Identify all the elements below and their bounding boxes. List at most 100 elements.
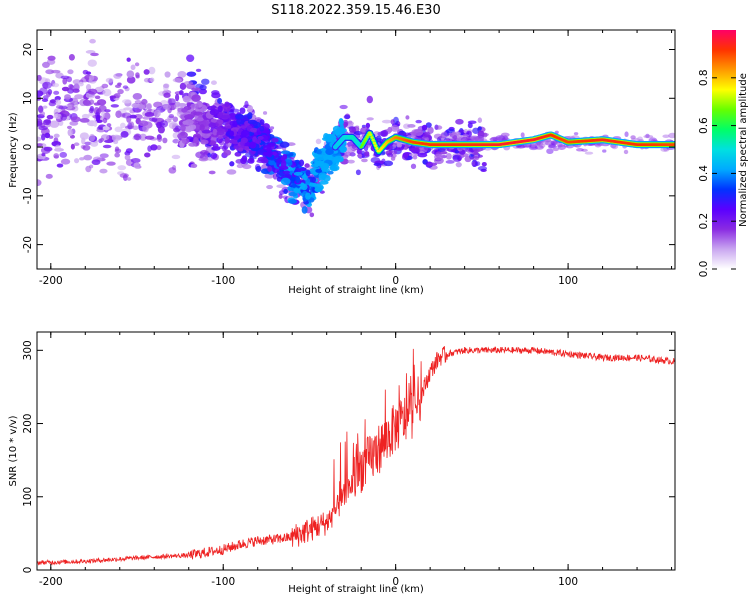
spectrogram-cell — [39, 111, 46, 117]
spectrogram-cell — [257, 156, 268, 162]
spectrogram-cell — [81, 113, 90, 119]
spectrogram-cell — [70, 143, 75, 150]
spectrogram-cell — [249, 127, 258, 133]
spectrogram-cell — [433, 133, 443, 140]
spectrogram-cell — [179, 82, 187, 90]
spectrogram-cell — [288, 199, 298, 204]
spectrogram-cell — [434, 125, 443, 130]
spectrogram-cell — [405, 115, 410, 120]
spectrogram-cell — [425, 122, 432, 128]
spectrogram-cell — [122, 174, 128, 182]
spectrogram-cell — [134, 100, 142, 105]
spectrogram-cell — [191, 87, 201, 92]
spectrogram-cell — [159, 120, 169, 128]
spectrogram-cell — [383, 160, 394, 167]
spectrogram-cell — [183, 114, 194, 119]
spectrogram-cell — [224, 101, 230, 107]
spectrogram-cell — [48, 101, 56, 107]
spectrogram-cell — [180, 131, 186, 136]
spectrogram-cell — [637, 136, 643, 142]
spectrogram-cell — [366, 95, 373, 104]
spectrogram-cell — [314, 187, 323, 193]
spectrogram-cell — [88, 108, 94, 114]
spectrogram-cell — [473, 146, 480, 153]
spectrogram-cell — [394, 147, 404, 151]
spectrogram-cell — [268, 160, 276, 166]
spectrogram-cell — [93, 102, 101, 106]
spectrogram-cell — [42, 61, 50, 68]
spectrogram-cell — [115, 110, 122, 118]
spectrogram-cell — [343, 114, 351, 120]
spectrogram-cell — [41, 98, 49, 102]
spectrogram-cell — [495, 135, 506, 141]
spectrogram-cell — [217, 105, 223, 113]
spectrogram-cell — [41, 152, 46, 157]
x-tick-label: 100 — [558, 576, 578, 588]
spectrogram-cell — [392, 150, 398, 155]
spectrogram-cell — [186, 102, 192, 107]
spectrogram-cell — [267, 142, 277, 147]
spectrogram-cell — [106, 161, 116, 166]
spectrogram-cell — [456, 135, 461, 142]
spectrogram-cell — [121, 99, 132, 104]
spectrogram-cell — [224, 136, 231, 144]
spectrogram-cell — [64, 111, 70, 116]
spectrogram-cell — [318, 180, 329, 185]
spectrogram-cell — [452, 154, 462, 162]
spectrogram-cell — [377, 131, 387, 136]
spectrogram-cell — [136, 108, 141, 113]
spectrogram-cell — [79, 118, 90, 123]
spectrogram-cell — [129, 121, 135, 129]
spectrogram-cell — [131, 103, 141, 109]
spectrogram-cell — [201, 129, 212, 134]
spectrogram-cell — [396, 142, 402, 148]
snr-xlabel: Height of straight line (km) — [288, 584, 424, 595]
spectrogram-cell — [188, 142, 197, 147]
spectrogram-cell — [211, 92, 221, 99]
spectrogram-cell — [410, 163, 417, 170]
spectrogram-cell — [144, 135, 155, 140]
spectrogram-cell — [72, 88, 80, 93]
spectrogram-cell — [148, 66, 156, 75]
spectrogram-cell — [299, 167, 307, 172]
spectrogram-cell — [53, 153, 60, 159]
spectrogram-cell — [120, 131, 129, 138]
spectrogram-cell — [325, 155, 332, 160]
spectrogram-cell — [120, 122, 126, 129]
spectrogram-cell — [51, 69, 61, 74]
spectrogram-cell — [422, 132, 429, 138]
spectrogram-cell — [114, 152, 120, 158]
spectrogram-cell — [126, 177, 132, 181]
spectrogram-cell — [338, 146, 347, 152]
spectrogram-cell — [301, 206, 308, 214]
spectrogram-cell — [332, 149, 339, 154]
colorbar-tick-label: 0.0 — [698, 261, 710, 278]
spectrogram-cell — [311, 176, 317, 183]
spectrogram-cell — [229, 130, 235, 137]
spectrogram-cell — [180, 124, 186, 132]
y-tick-label: 20 — [22, 43, 34, 56]
spectrogram-cell — [43, 146, 53, 152]
spectrogram-cell — [177, 102, 188, 108]
spectrogram-cell — [147, 145, 152, 152]
spectrogram-cell — [99, 153, 109, 159]
spectrogram-cell — [247, 112, 253, 120]
y-tick-label: -20 — [22, 236, 34, 253]
spectrogram-cell — [87, 88, 98, 95]
spectrogram-cell — [109, 95, 117, 99]
spectrogram-cell — [69, 84, 75, 91]
spectrogram-cell — [134, 62, 140, 67]
spectrogram-cell — [181, 138, 187, 144]
spectrogram-cell — [325, 148, 334, 155]
spectrogram-cell — [74, 94, 84, 100]
spectrogram-cell — [43, 119, 52, 124]
x-tick-label: -200 — [39, 275, 63, 287]
spectrogram-cell — [46, 114, 54, 120]
spectrogram-cell — [122, 112, 132, 119]
spectrogram-cell — [542, 141, 552, 146]
spectrogram-cell — [247, 119, 258, 125]
spectrogram-cell — [464, 155, 472, 163]
spectrogram-cell — [89, 164, 94, 169]
spectrogram-frame — [36, 29, 676, 270]
